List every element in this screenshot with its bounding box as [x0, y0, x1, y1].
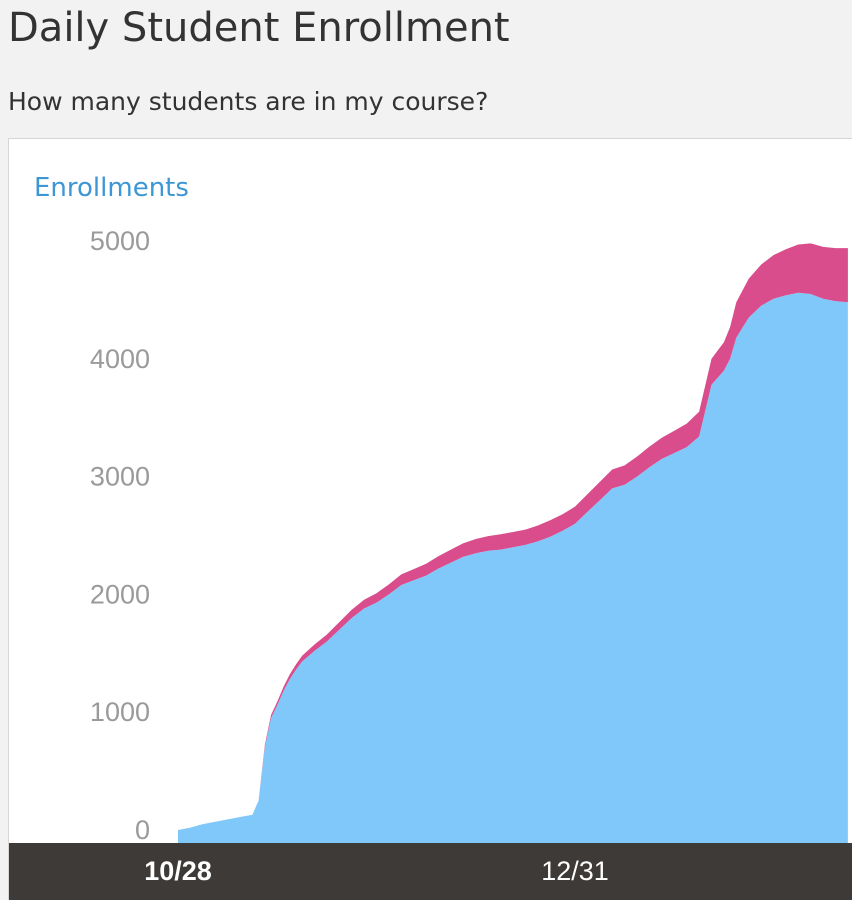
- y-axis-label: Enrollments: [34, 173, 189, 203]
- y-tick-label: 4000: [90, 344, 150, 374]
- y-tick-label: 1000: [90, 697, 150, 727]
- y-tick-label: 0: [135, 815, 150, 845]
- chart-panel: 0 1000 2000 3000 4000 5000 10/28 12/31 Enrollm…: [8, 138, 852, 900]
- x-tick-layer: 10/28 12/31: [144, 856, 609, 886]
- x-tick-label: 10/28: [144, 856, 212, 886]
- y-tick-label: 3000: [90, 462, 150, 492]
- y-tick-label: 5000: [90, 226, 150, 256]
- series-layer: [178, 243, 848, 843]
- series-area-2: [178, 243, 848, 830]
- page-title: Daily Student Enrollment: [8, 5, 510, 51]
- y-tick-label: 2000: [90, 579, 150, 609]
- page-subtitle: How many students are in my course?: [8, 87, 489, 116]
- enrollment-chart: 0 1000 2000 3000 4000 5000 10/28 12/31 Enrollm…: [9, 173, 852, 900]
- x-axis-bar: [9, 843, 852, 900]
- x-tick-label: 12/31: [541, 856, 609, 886]
- y-tick-layer: 0 1000 2000 3000 4000 5000: [90, 226, 150, 845]
- series-area-1: [178, 292, 848, 843]
